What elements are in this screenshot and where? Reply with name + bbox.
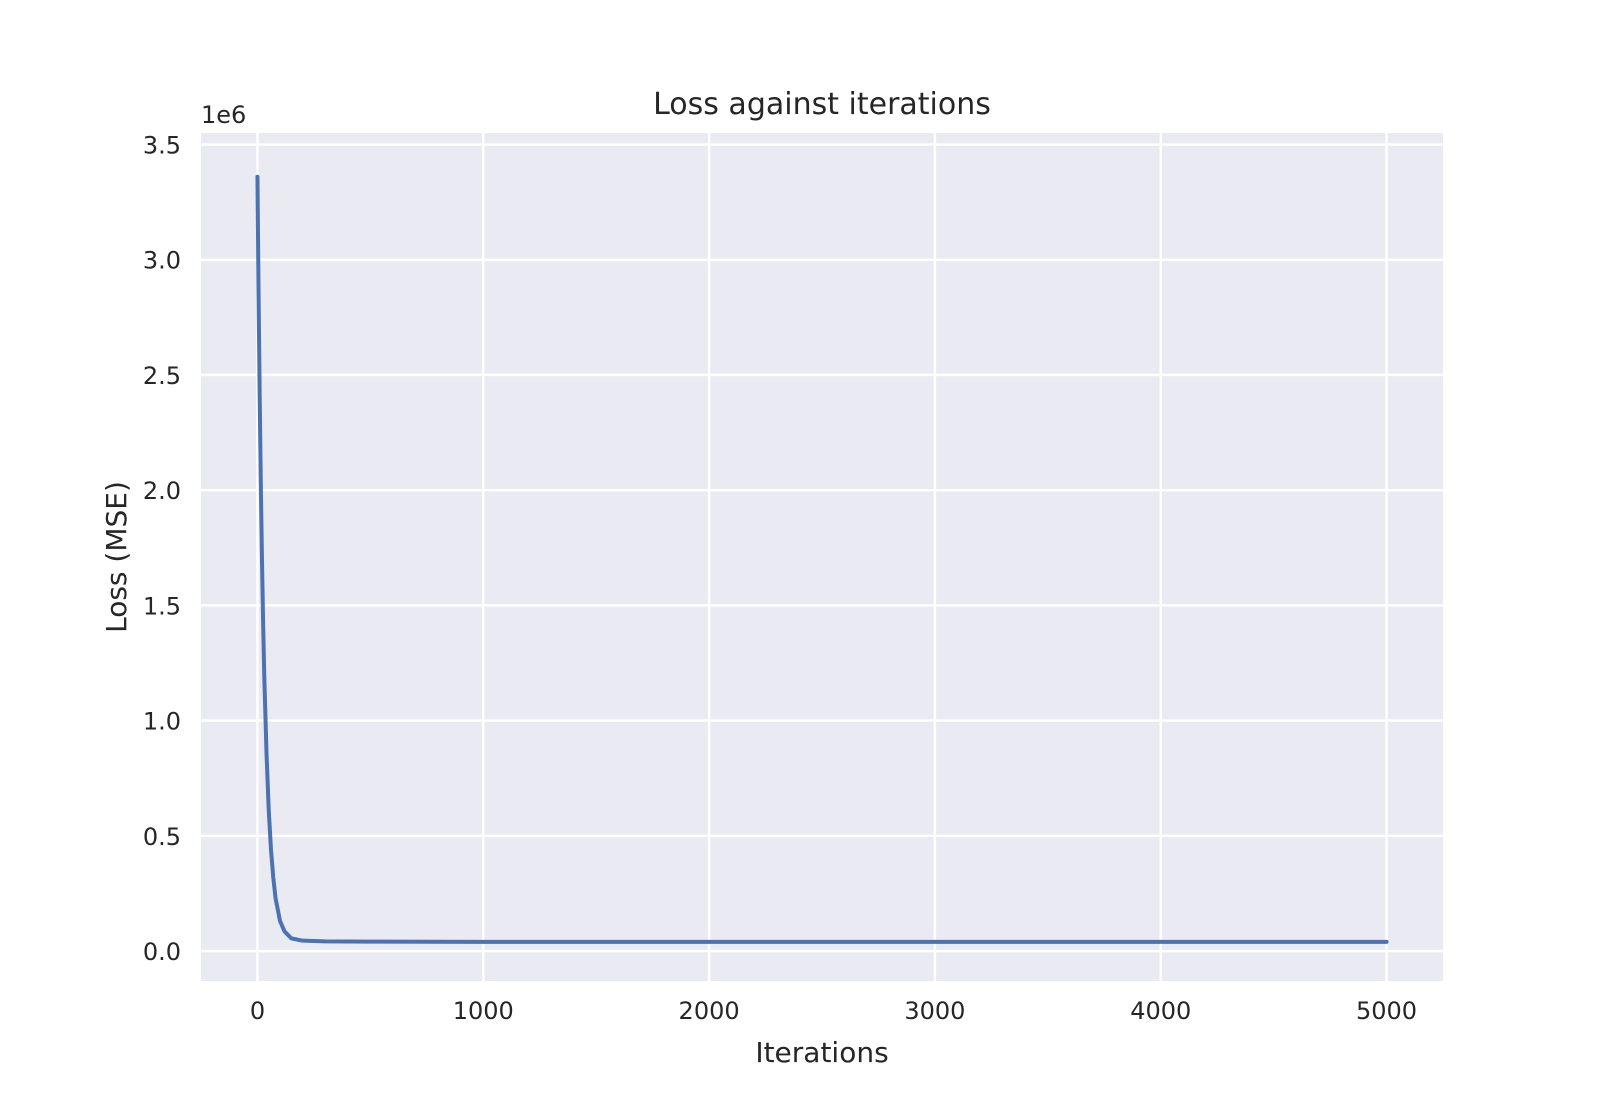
y-tick-label: 1.0 bbox=[143, 708, 181, 736]
y-offset-label: 1e6 bbox=[201, 101, 246, 129]
x-tick-label: 3000 bbox=[904, 997, 965, 1025]
plot-area bbox=[201, 133, 1443, 981]
series-layer bbox=[255, 174, 1389, 944]
y-tick-label: 0.0 bbox=[143, 938, 181, 966]
y-tick-label: 1.5 bbox=[143, 592, 181, 620]
y-tick-label: 3.0 bbox=[143, 247, 181, 275]
y-tick-label: 0.5 bbox=[143, 823, 181, 851]
x-tick-label: 5000 bbox=[1356, 997, 1417, 1025]
x-tick-label: 2000 bbox=[679, 997, 740, 1025]
x-tick-label: 0 bbox=[250, 997, 265, 1025]
x-axis-label: Iterations bbox=[755, 1036, 888, 1069]
chart-title: Loss against iterations bbox=[653, 87, 991, 122]
y-tick-label: 3.5 bbox=[143, 132, 181, 160]
series-line-0 bbox=[255, 174, 1389, 944]
x-tick-label: 4000 bbox=[1130, 997, 1191, 1025]
x-tick-label: 1000 bbox=[453, 997, 514, 1025]
y-tick-labels: 0.0 0.5 1.0 1.5 2.0 2.5 3.0 3.5 bbox=[143, 132, 181, 967]
y-tick-label: 2.5 bbox=[143, 362, 181, 390]
y-tick-label: 2.0 bbox=[143, 477, 181, 505]
x-tick-labels: 0 1000 2000 3000 4000 5000 bbox=[250, 997, 1417, 1025]
y-gridlines bbox=[201, 143, 1443, 953]
y-axis-label: Loss (MSE) bbox=[100, 481, 133, 633]
